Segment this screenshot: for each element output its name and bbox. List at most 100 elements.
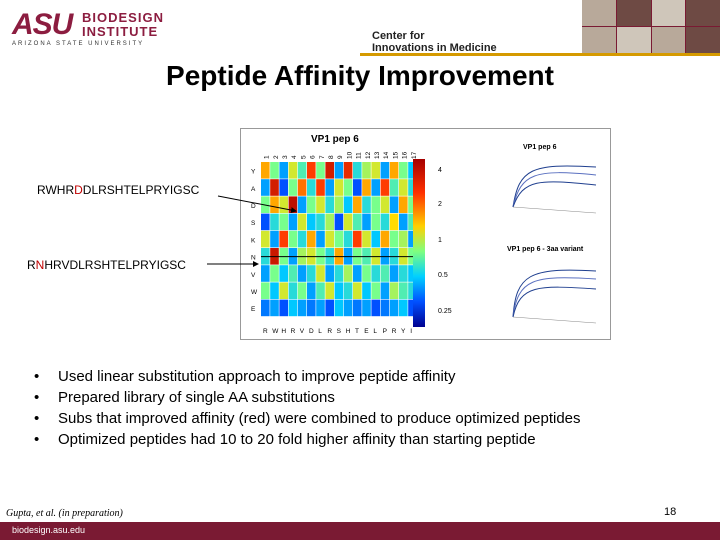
header-banner: ASU BIODESIGN INSTITUTE ARIZONA STATE UN… — [0, 0, 720, 56]
heatmap-cell — [353, 299, 362, 317]
heatmap-cell — [316, 196, 325, 213]
sequence-highlight: D — [74, 183, 83, 197]
heatmap-cell — [380, 179, 390, 196]
heatmap-cell — [325, 179, 334, 196]
row-label: N — [251, 255, 256, 262]
column-number: 5 — [300, 155, 307, 159]
row-labels: Y A D S K N V W E — [251, 169, 258, 314]
heatmap-cell — [270, 265, 279, 282]
row-label: K — [251, 237, 256, 244]
center-name-line1: Center for — [372, 30, 425, 42]
heatmap-cell — [408, 299, 417, 317]
heatmap-cell — [353, 265, 362, 282]
heatmap-cell — [261, 299, 270, 317]
heatmap-cell — [334, 162, 344, 179]
heatmap-cell — [408, 282, 417, 299]
sequence-label-variant: RNHRVDLRSHTELPRYIGSC — [27, 258, 186, 272]
heatmap-title: VP1 pep 6 — [311, 134, 359, 145]
heatmap-cell — [334, 265, 344, 282]
heatmap-cell — [279, 179, 288, 196]
heatmap-cell — [408, 162, 417, 179]
column-letter: S — [337, 328, 342, 335]
column-number: 3 — [282, 155, 289, 159]
heatmap-cell — [408, 213, 417, 231]
column-number: 7 — [319, 155, 326, 159]
heatmap-cell — [325, 299, 334, 317]
scale-label-0-5: 0.5 — [438, 272, 448, 279]
column-numbers: 1 2 3 4 5 6 7 8 9 10 11 12 13 14 15 16 17 — [264, 151, 418, 159]
column-letter: I — [410, 328, 412, 335]
column-letter: W — [272, 328, 279, 335]
column-number: 9 — [337, 155, 344, 159]
heatmap-cell — [325, 282, 334, 299]
heatmap-cell — [389, 162, 399, 179]
column-letter: L — [373, 328, 377, 335]
scale-label-1: 1 — [438, 237, 442, 244]
heatmap-cells — [261, 162, 418, 317]
heatmap-cell — [408, 230, 417, 248]
photo-collage — [582, 0, 720, 53]
heatmap-cell — [316, 230, 325, 248]
heatmap-cell — [343, 265, 353, 282]
heatmap-cell — [371, 162, 380, 179]
plot2-curve-a — [512, 269, 597, 318]
heatmap-cell — [362, 213, 371, 231]
heatmap-cell — [343, 213, 353, 231]
heatmap-cell — [334, 179, 344, 196]
heatmap-cell — [279, 196, 288, 213]
heatmap-cell — [288, 230, 298, 248]
heatmap-cell — [343, 230, 353, 248]
heatmap-cell — [389, 230, 399, 248]
heatmap-cell — [325, 213, 334, 231]
figure-graphic: VP1 pep 6 1 2 3 4 5 6 7 8 9 10 11 12 13 14 15 16 17 YADS… — [251, 134, 597, 335]
plot2-title: VP1 pep 6 - 3aa variant — [507, 246, 584, 253]
heatmap-cell — [288, 196, 298, 213]
column-letter: R — [263, 328, 268, 335]
heatmap-cell — [297, 265, 307, 282]
heatmap-cell — [362, 299, 371, 317]
heatmap-cell — [270, 299, 279, 317]
column-letter: H — [281, 328, 286, 335]
asu-logo: ASU — [12, 8, 73, 41]
row-label: D — [251, 203, 256, 210]
bullet-item: Subs that improved affinity (red) were c… — [34, 408, 674, 429]
heatmap-cell — [261, 179, 270, 196]
heatmap-cell — [380, 299, 390, 317]
heatmap-cell — [288, 299, 298, 317]
heatmap-cell — [307, 162, 316, 179]
heatmap-cell — [343, 162, 353, 179]
heatmap-cell — [353, 282, 362, 299]
column-number: 6 — [310, 155, 317, 159]
column-number: 13 — [374, 151, 381, 159]
heatmap-cell — [307, 265, 316, 282]
slide-title: Peptide Affinity Improvement — [166, 60, 554, 91]
heatmap-cell — [362, 196, 371, 213]
heatmap-cell — [380, 230, 390, 248]
heatmap-cell — [261, 196, 270, 213]
heatmap-cell — [288, 162, 298, 179]
heatmap-cell — [270, 196, 279, 213]
heatmap-cell — [261, 162, 270, 179]
heatmap-cell — [362, 162, 371, 179]
heatmap-cell — [408, 179, 417, 196]
column-number: 2 — [273, 155, 280, 159]
heatmap-cell — [279, 213, 288, 231]
heatmap-cell — [297, 162, 307, 179]
binding-plot-2: VP1 pep 6 - 3aa variant — [507, 246, 597, 324]
heatmap-cell — [399, 299, 408, 317]
heatmap-cell — [399, 213, 408, 231]
heatmap-cell — [270, 179, 279, 196]
heatmap-cell — [408, 265, 417, 282]
heatmap-cell — [297, 282, 307, 299]
heatmap-cell — [288, 179, 298, 196]
heatmap-cell — [343, 196, 353, 213]
footer-bar: biodesign.asu.edu — [0, 522, 720, 540]
heatmap-cell — [334, 213, 344, 231]
plot1-curve-c — [512, 181, 597, 208]
heatmap-cell — [353, 196, 362, 213]
column-number: 17 — [411, 151, 418, 159]
bullet-item: Prepared library of single AA substituti… — [34, 387, 674, 408]
heatmap-cell — [353, 213, 362, 231]
column-number: 12 — [365, 151, 372, 159]
